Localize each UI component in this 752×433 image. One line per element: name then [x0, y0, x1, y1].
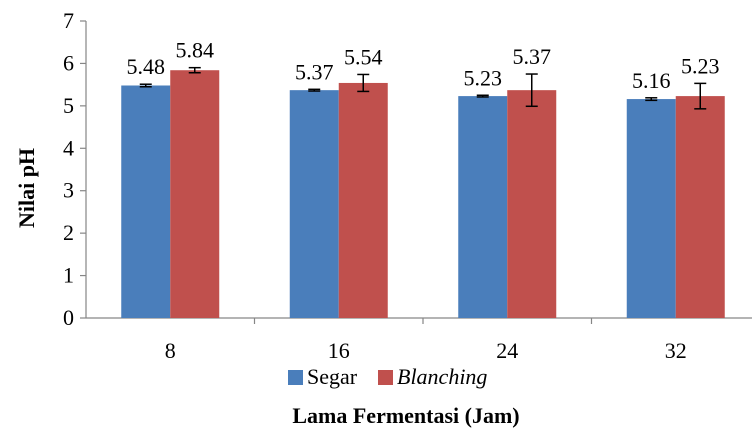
data-label: 5.37 — [513, 44, 552, 69]
y-tick-label: 0 — [63, 305, 74, 330]
legend-label: Segar — [307, 364, 358, 389]
y-tick-label: 6 — [63, 50, 74, 75]
legend: Segar Blanching — [288, 364, 487, 389]
x-axis-title: Lama Fermentasi (Jam) — [292, 403, 519, 428]
bar — [675, 96, 725, 318]
data-label: 5.48 — [127, 54, 166, 79]
bar — [626, 99, 676, 318]
bar — [507, 90, 557, 318]
data-label: 5.84 — [176, 38, 215, 63]
y-tick-label: 5 — [63, 93, 74, 118]
x-tick-label: 32 — [665, 338, 687, 363]
y-tick-label: 4 — [63, 135, 74, 160]
y-tick-label: 1 — [63, 263, 74, 288]
x-tick-label: 16 — [328, 338, 350, 363]
y-tick-label: 7 — [63, 8, 74, 33]
data-label: 5.54 — [344, 44, 383, 69]
data-label: 5.37 — [295, 59, 334, 84]
bar — [170, 70, 220, 319]
bar — [458, 96, 508, 318]
y-tick-label: 3 — [63, 178, 74, 203]
data-label: 5.16 — [632, 68, 671, 93]
y-tick-label: 2 — [63, 220, 74, 245]
bar — [338, 82, 388, 319]
bar — [289, 90, 339, 318]
bar — [121, 85, 171, 319]
y-axis-title: Nilai pH — [14, 148, 39, 228]
plot-area: 0 1 2 3 4 5 6 7 8 16 24 32 5.48 5.84 5.37 5.54 5.23 5.37 5… — [63, 8, 752, 363]
legend-label: Blanching — [397, 364, 487, 389]
data-label: 5.23 — [681, 53, 720, 78]
data-label: 5.23 — [464, 65, 503, 90]
legend-swatch — [378, 370, 393, 385]
x-tick-label: 24 — [496, 338, 518, 363]
x-tick-label: 8 — [165, 338, 176, 363]
legend-swatch — [288, 370, 303, 385]
